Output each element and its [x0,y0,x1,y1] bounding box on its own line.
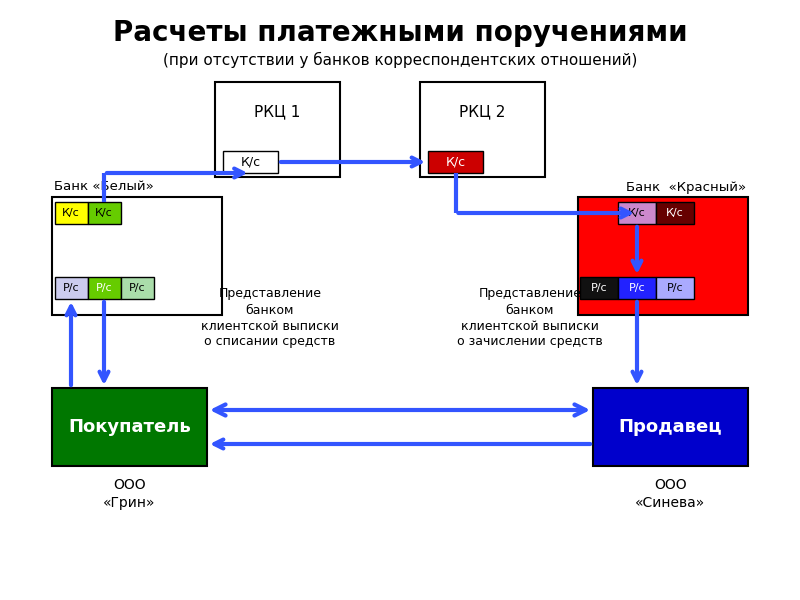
Text: К/с: К/с [628,208,646,218]
Text: Продавец: Продавец [618,418,722,436]
Bar [88,202,121,224]
Text: Р/с: Р/с [129,283,146,293]
Bar [428,151,483,173]
Text: РКЦ 1: РКЦ 1 [254,104,301,119]
Text: Банк «Белый»: Банк «Белый» [54,181,154,193]
Text: Р/с: Р/с [96,283,112,293]
Text: ООО
«Грин»: ООО «Грин» [103,478,156,509]
Bar [88,277,121,299]
Text: Р/с: Р/с [629,283,646,293]
Bar [420,82,545,177]
Bar [580,277,618,299]
Text: К/с: К/с [241,155,261,169]
Text: К/с: К/с [446,155,466,169]
Bar [223,151,278,173]
Bar [656,202,694,224]
Bar [618,202,656,224]
Text: Р/с: Р/с [666,283,683,293]
Bar [55,202,88,224]
Bar [593,388,748,466]
Text: Расчеты платежными поручениями: Расчеты платежными поручениями [113,19,687,47]
Text: Р/с: Р/с [590,283,607,293]
Bar [215,82,340,177]
Text: (при отсутствии у банков корреспондентских отношений): (при отсутствии у банков корреспондентск… [163,52,637,68]
Text: РКЦ 2: РКЦ 2 [459,104,506,119]
Text: Представление
банком
клиентской выписки
о списании средств: Представление банком клиентской выписки … [201,287,339,349]
Bar [52,388,207,466]
Bar [52,197,222,315]
Text: Покупатель: Покупатель [68,418,191,436]
Text: К/с: К/с [95,208,113,218]
Bar [121,277,154,299]
Bar [656,277,694,299]
Text: Банк  «Красный»: Банк «Красный» [626,181,746,193]
Bar [618,277,656,299]
Bar [578,197,748,315]
Bar [55,277,88,299]
Text: К/с: К/с [62,208,80,218]
Text: К/с: К/с [666,208,684,218]
Text: ООО
«Синева»: ООО «Синева» [635,478,706,509]
Text: Р/с: Р/с [62,283,79,293]
Text: Представление
банком
клиентской выписки
о зачислении средств: Представление банком клиентской выписки … [457,287,603,349]
